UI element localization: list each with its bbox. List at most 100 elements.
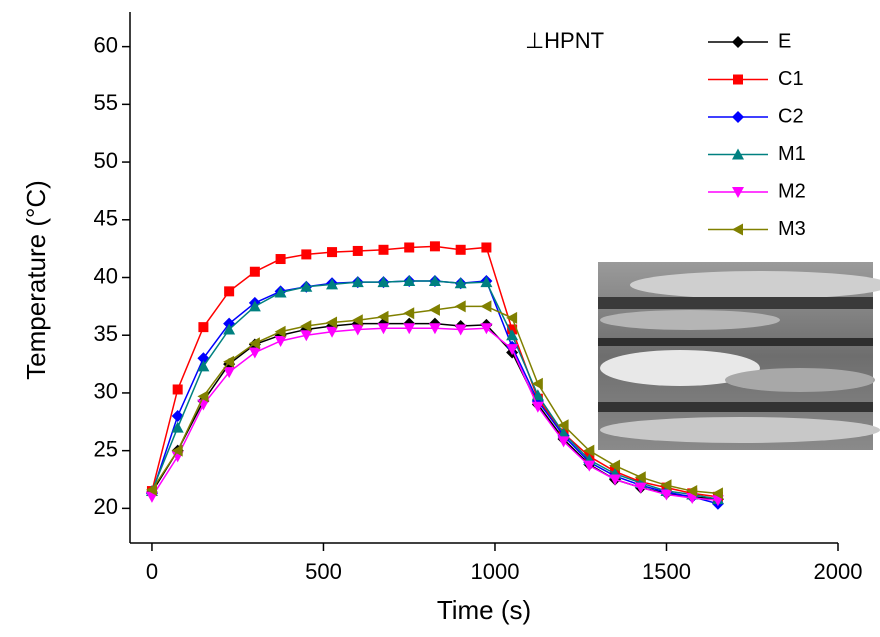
marker [352, 245, 363, 256]
marker [428, 303, 440, 316]
legend-marker [732, 187, 744, 198]
y-tick-label: 50 [94, 148, 118, 173]
legend-label: M1 [778, 143, 806, 165]
y-axis-label: Temperature (°C) [21, 180, 51, 380]
marker [403, 274, 416, 286]
marker [198, 322, 209, 333]
y-tick-label: 20 [94, 494, 118, 519]
marker [428, 274, 441, 286]
marker [711, 487, 723, 500]
marker [223, 323, 236, 335]
y-tick-label: 40 [94, 263, 118, 288]
marker [377, 276, 390, 288]
marker [454, 324, 467, 336]
legend-label: E [778, 30, 791, 52]
marker [531, 401, 544, 413]
marker [378, 244, 389, 255]
legend-label: M2 [778, 180, 806, 202]
marker [301, 249, 312, 260]
marker [454, 277, 467, 289]
marker [351, 276, 364, 288]
marker [531, 377, 543, 390]
marker [609, 474, 622, 486]
marker [583, 460, 596, 472]
marker [480, 323, 493, 335]
y-tick-label: 25 [94, 436, 118, 461]
marker [428, 323, 441, 335]
legend-marker [732, 36, 744, 48]
marker [377, 323, 390, 335]
marker [248, 337, 260, 350]
y-tick-label: 45 [94, 206, 118, 231]
y-tick-label: 60 [94, 32, 118, 57]
legend-marker [732, 223, 743, 236]
marker [454, 300, 466, 313]
marker [274, 286, 287, 298]
marker [377, 310, 389, 323]
marker [506, 311, 518, 324]
legend-marker [732, 111, 744, 123]
x-tick-label: 0 [146, 559, 158, 584]
annotation: ⊥HPNT [525, 28, 604, 53]
x-tick-label: 500 [305, 559, 342, 584]
marker [171, 421, 184, 433]
marker [197, 360, 210, 372]
marker [531, 389, 544, 401]
marker [403, 323, 416, 335]
marker [429, 241, 440, 252]
marker [274, 325, 286, 338]
x-tick-label: 1500 [642, 559, 691, 584]
marker [455, 244, 466, 255]
marker [224, 286, 235, 297]
y-tick-label: 55 [94, 90, 118, 115]
marker [275, 254, 286, 265]
y-tick-label: 35 [94, 321, 118, 346]
marker [326, 316, 338, 329]
marker [481, 242, 492, 253]
marker [506, 344, 519, 356]
legend-label: C1 [778, 68, 804, 90]
legend-label: M3 [778, 218, 806, 240]
marker [248, 347, 261, 359]
marker [327, 247, 338, 258]
marker [686, 485, 698, 498]
y-tick-label: 30 [94, 379, 118, 404]
marker [223, 367, 236, 379]
marker [171, 444, 183, 457]
marker [609, 459, 621, 472]
marker [145, 483, 157, 496]
marker [660, 489, 673, 501]
marker [506, 329, 519, 341]
x-axis-label: Time (s) [437, 595, 531, 625]
marker [300, 280, 313, 292]
marker [660, 479, 672, 492]
legend-marker [732, 148, 744, 160]
marker [274, 335, 287, 347]
marker [634, 482, 647, 494]
marker [223, 355, 235, 368]
legend-marker [733, 74, 743, 85]
marker [172, 384, 183, 395]
marker [326, 326, 339, 338]
marker [248, 300, 261, 312]
marker [300, 319, 312, 332]
marker [351, 314, 363, 327]
marker [351, 324, 364, 336]
x-tick-label: 1000 [471, 559, 520, 584]
marker [403, 307, 415, 320]
legend-label: C2 [778, 105, 804, 127]
marker [404, 242, 415, 253]
marker [197, 390, 209, 403]
marker [557, 419, 569, 432]
marker [326, 278, 339, 290]
marker [634, 471, 646, 484]
marker [480, 276, 493, 288]
marker [249, 266, 260, 277]
marker [557, 436, 570, 448]
marker [300, 330, 313, 342]
x-tick-label: 2000 [814, 559, 863, 584]
inset-image [598, 262, 880, 450]
marker [557, 427, 570, 439]
marker [480, 300, 492, 313]
